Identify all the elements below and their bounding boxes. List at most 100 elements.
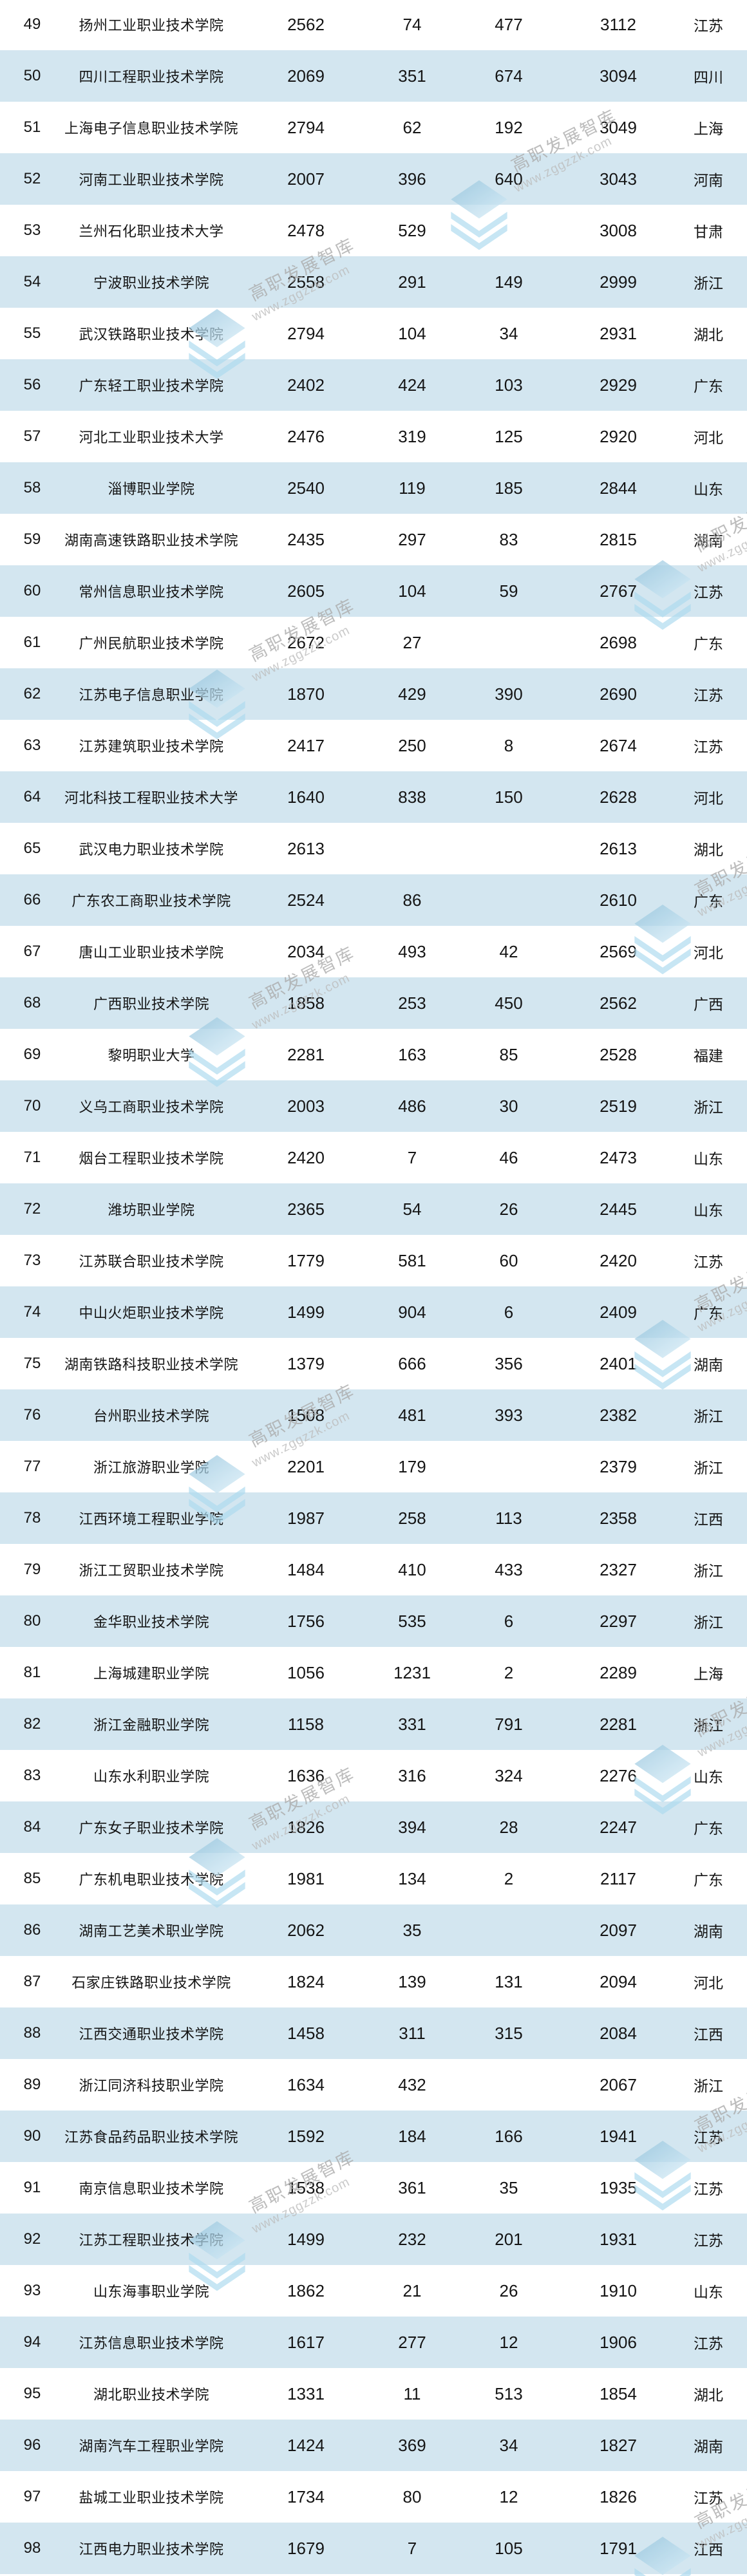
table-row: 81 上海城建职业学院 1056 1231 2 2289 上海	[0, 1647, 747, 1698]
value1-cell: 2435	[287, 529, 325, 549]
rank-cell: 72	[23, 1200, 41, 1217]
province-cell: 江苏	[694, 2335, 723, 2352]
school-name-cell: 广东农工商职业技术学院	[71, 893, 231, 909]
total-cell: 2094	[600, 1971, 637, 1991]
table-row: 93 山东海事职业学院 1862 21 26 1910 山东	[0, 2265, 747, 2317]
value1-cell: 1499	[287, 1302, 325, 1322]
school-name-cell: 扬州工业职业技术学院	[79, 17, 224, 33]
value3-cell: 12	[499, 2487, 518, 2506]
rank-cell: 59	[23, 531, 41, 548]
rank-cell: 74	[23, 1303, 41, 1321]
value3-cell: 6	[504, 1302, 514, 1322]
value1-cell: 2417	[287, 735, 325, 755]
province-cell: 广东	[694, 1305, 723, 1322]
province-cell: 湖北	[694, 326, 723, 343]
value1-cell: 1636	[287, 1765, 325, 1785]
table-row: 53 兰州石化职业技术大学 2478 529 3008 甘肃	[0, 205, 747, 256]
value1-cell: 2069	[287, 66, 325, 86]
value2-cell: 838	[398, 787, 426, 807]
province-cell: 上海	[694, 1666, 723, 1682]
value3-cell: 674	[495, 66, 523, 86]
value3-cell: 150	[495, 787, 523, 807]
school-name-cell: 江苏联合职业技术学院	[79, 1254, 224, 1270]
value2-cell: 396	[398, 169, 426, 189]
province-cell: 浙江	[694, 1614, 723, 1631]
total-cell: 2519	[600, 1096, 637, 1116]
rank-cell: 85	[23, 1870, 41, 1887]
value1-cell: 2201	[287, 1456, 325, 1476]
value3-cell: 46	[499, 1147, 518, 1167]
rank-cell: 66	[23, 891, 41, 908]
table-row: 92 江苏工程职业技术学院 1499 232 201 1931 江苏	[0, 2214, 747, 2265]
value3-cell: 2	[504, 1868, 514, 1888]
value2-cell: 11	[403, 2383, 421, 2403]
province-cell: 河北	[694, 1975, 723, 1991]
total-cell: 3094	[600, 66, 637, 86]
total-cell: 2569	[600, 941, 637, 961]
school-name-cell: 烟台工程职业技术学院	[79, 1151, 224, 1167]
rank-cell: 55	[23, 324, 41, 342]
value1-cell: 2478	[287, 220, 325, 240]
value2-cell: 493	[398, 941, 426, 961]
value3-cell: 34	[499, 2435, 518, 2455]
school-name-cell: 山东海事职业学院	[93, 2284, 209, 2300]
value1-cell: 2007	[287, 169, 325, 189]
province-cell: 四川	[694, 69, 723, 86]
rank-cell: 79	[23, 1561, 41, 1578]
value1-cell: 1592	[287, 2126, 325, 2146]
total-cell: 3008	[600, 220, 637, 240]
value3-cell: 324	[495, 1765, 523, 1785]
value3-cell: 201	[495, 2229, 523, 2249]
total-cell: 2698	[600, 632, 637, 652]
table-row: 64 河北科技工程职业技术大学 1640 838 150 2628 河北	[0, 771, 747, 823]
province-cell: 江苏	[694, 2181, 723, 2197]
rank-cell: 53	[23, 221, 41, 239]
total-cell: 2610	[600, 890, 637, 910]
value3-cell: 59	[499, 581, 518, 601]
rank-cell: 73	[23, 1252, 41, 1269]
rank-cell: 64	[23, 788, 41, 805]
value3-cell: 192	[495, 117, 523, 137]
province-cell: 江西	[694, 1511, 723, 1528]
table-row: 52 河南工业职业技术学院 2007 396 640 3043 河南	[0, 153, 747, 205]
value1-cell: 1538	[287, 2177, 325, 2197]
value2-cell: 581	[398, 1250, 426, 1270]
rank-cell: 77	[23, 1458, 41, 1475]
value1-cell: 1862	[287, 2280, 325, 2300]
table-row: 58 淄博职业学院 2540 119 185 2844 山东	[0, 462, 747, 514]
value3-cell: 149	[495, 272, 523, 292]
value1-cell: 2558	[287, 272, 325, 292]
province-cell: 江苏	[694, 687, 723, 704]
value1-cell: 1617	[287, 2332, 325, 2352]
province-cell: 河北	[694, 790, 723, 807]
table-row: 56 广东轻工职业技术学院 2402 424 103 2929 广东	[0, 359, 747, 411]
table-row: 72 潍坊职业学院 2365 54 26 2445 山东	[0, 1183, 747, 1235]
table-row: 83 山东水利职业学院 1636 316 324 2276 山东	[0, 1750, 747, 1801]
province-cell: 广东	[694, 1820, 723, 1837]
province-cell: 浙江	[694, 1408, 723, 1425]
value3-cell: 640	[495, 169, 523, 189]
value2-cell: 319	[398, 426, 426, 446]
school-name-cell: 江苏电子信息职业学院	[79, 687, 224, 703]
table-row: 60 常州信息职业技术学院 2605 104 59 2767 江苏	[0, 565, 747, 617]
school-name-cell: 石家庄铁路职业技术学院	[71, 1975, 231, 1991]
value1-cell: 1779	[287, 1250, 325, 1270]
table-row: 75 湖南铁路科技职业技术学院 1379 666 356 2401 湖南	[0, 1338, 747, 1389]
value1-cell: 2562	[287, 14, 325, 34]
school-name-cell: 金华职业技术学院	[93, 1614, 209, 1630]
rank-cell: 94	[23, 2333, 41, 2351]
total-cell: 1791	[600, 2538, 637, 2558]
value1-cell: 1679	[287, 2538, 325, 2558]
school-name-cell: 江西交通职业技术学院	[79, 2026, 224, 2042]
table-row: 78 江西环境工程职业学院 1987 258 113 2358 江西	[0, 1492, 747, 1544]
rank-cell: 50	[23, 67, 41, 84]
table-row: 57 河北工业职业技术大学 2476 319 125 2920 河北	[0, 411, 747, 462]
value2-cell: 74	[402, 14, 422, 34]
value3-cell: 8	[504, 735, 514, 755]
province-cell: 湖南	[694, 1923, 723, 1940]
value2-cell: 331	[398, 1714, 426, 1734]
value3-cell: 85	[499, 1044, 518, 1064]
school-name-cell: 武汉铁路职业技术学院	[79, 326, 224, 343]
rank-cell: 54	[23, 273, 41, 290]
value2-cell: 184	[398, 2126, 426, 2146]
